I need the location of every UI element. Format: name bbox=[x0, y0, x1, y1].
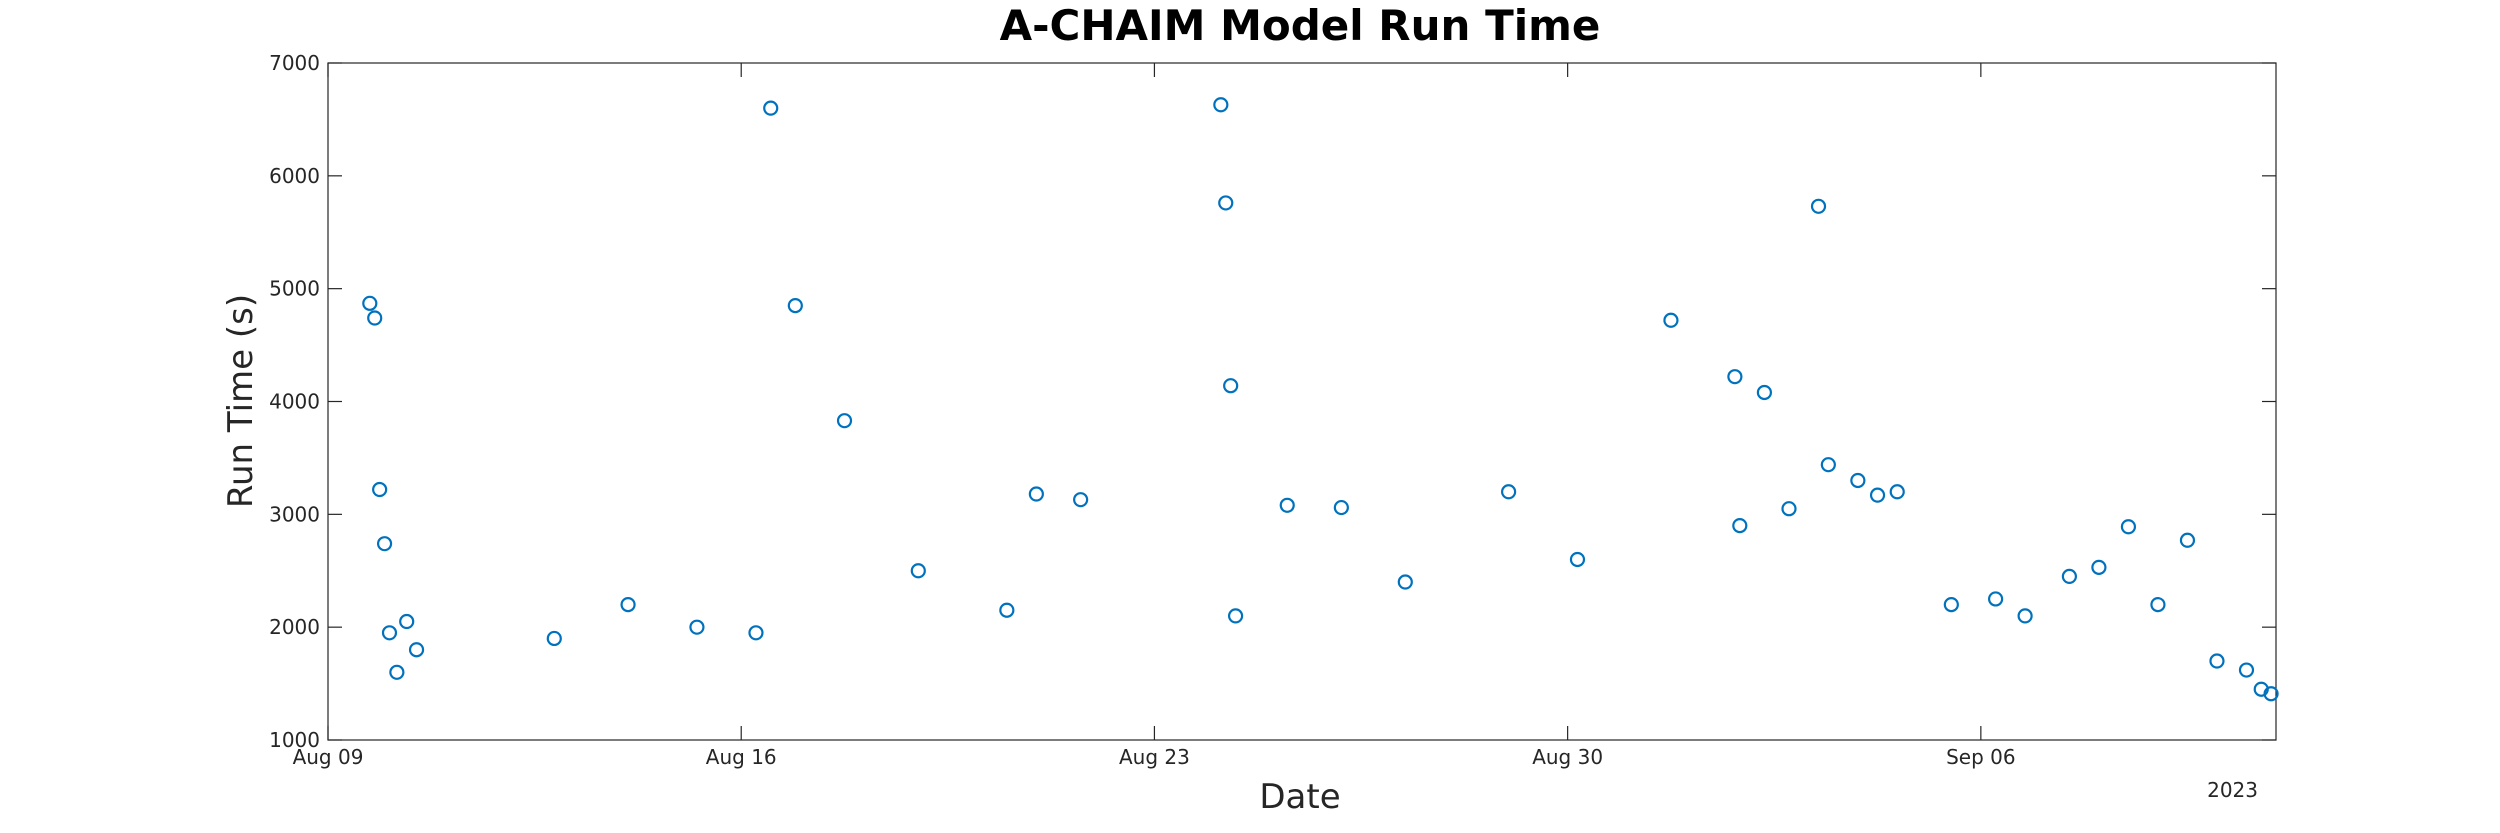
data-point bbox=[1028, 486, 1044, 502]
data-point bbox=[620, 596, 636, 613]
data-point bbox=[2017, 608, 2033, 624]
data-point bbox=[372, 481, 388, 498]
data-point bbox=[1850, 472, 1866, 489]
data-point bbox=[2150, 596, 2166, 613]
data-point bbox=[748, 625, 764, 641]
x-tick-label: Aug 30 bbox=[1532, 745, 1603, 769]
data-point bbox=[1073, 492, 1089, 508]
data-point bbox=[1988, 591, 2004, 607]
x-axis-year-label: 2023 bbox=[2207, 778, 2258, 802]
plot-area bbox=[327, 62, 2277, 741]
axes: 1000 2000 3000 4000 5000 6000 7000 Aug 09 Aug 16… bbox=[269, 51, 2276, 769]
data-point bbox=[910, 563, 926, 579]
data-point bbox=[2263, 686, 2279, 702]
y-tick-label: 7000 bbox=[269, 51, 320, 75]
y-tick-label: 3000 bbox=[269, 502, 320, 526]
data-point bbox=[1727, 369, 1743, 385]
data-point bbox=[1820, 457, 1836, 473]
data-point bbox=[2120, 519, 2137, 535]
x-tick-label: Sep 06 bbox=[1946, 745, 2016, 769]
data-point bbox=[1732, 518, 1748, 534]
data-point bbox=[2238, 662, 2255, 678]
chart-title: A-CHAIM Model Run Time bbox=[1000, 1, 1601, 50]
x-tick-label: Aug 16 bbox=[706, 745, 777, 769]
y-tick-label: 5000 bbox=[269, 277, 320, 301]
data-point bbox=[389, 664, 405, 680]
data-point bbox=[836, 413, 853, 429]
data-point bbox=[1756, 384, 1773, 401]
data-point bbox=[1501, 484, 1517, 500]
x-axis-title: Date bbox=[1259, 777, 1340, 817]
data-point bbox=[1397, 574, 1413, 590]
y-tick-label: 6000 bbox=[269, 164, 320, 188]
y-tick-label: 4000 bbox=[269, 390, 320, 414]
data-point bbox=[1569, 551, 1586, 568]
data-point bbox=[1213, 97, 1229, 113]
data-point bbox=[1227, 608, 1244, 624]
data-point bbox=[2209, 653, 2225, 669]
data-point bbox=[546, 630, 562, 647]
data-point bbox=[1810, 198, 1827, 214]
data-point bbox=[376, 536, 393, 552]
data-point bbox=[408, 642, 425, 658]
data-point bbox=[1781, 501, 1797, 517]
data-point bbox=[1333, 499, 1349, 516]
data-point bbox=[1869, 487, 1886, 503]
data-point bbox=[2061, 568, 2077, 584]
data-point bbox=[1663, 312, 1679, 328]
data-point bbox=[763, 100, 779, 116]
x-tick-label: Aug 09 bbox=[293, 745, 364, 769]
y-tick-label: 1000 bbox=[269, 728, 320, 752]
data-point bbox=[381, 625, 398, 641]
data-point bbox=[787, 297, 803, 314]
data-point bbox=[1279, 497, 1295, 513]
data-point bbox=[1223, 378, 1239, 394]
data-point bbox=[362, 295, 378, 311]
data-point bbox=[2179, 532, 2196, 548]
data-point bbox=[689, 619, 705, 635]
data-point bbox=[399, 613, 415, 630]
y-tick-label: 2000 bbox=[269, 615, 320, 639]
y-axis-title: Run Time (s) bbox=[221, 294, 261, 508]
data-point bbox=[367, 310, 383, 326]
data-point bbox=[1218, 195, 1234, 211]
x-tick-label: Aug 23 bbox=[1119, 745, 1190, 769]
data-points bbox=[362, 97, 2279, 702]
data-point bbox=[999, 602, 1015, 618]
data-point bbox=[2091, 559, 2107, 575]
data-point bbox=[1943, 596, 1959, 613]
data-point bbox=[1889, 484, 1905, 500]
